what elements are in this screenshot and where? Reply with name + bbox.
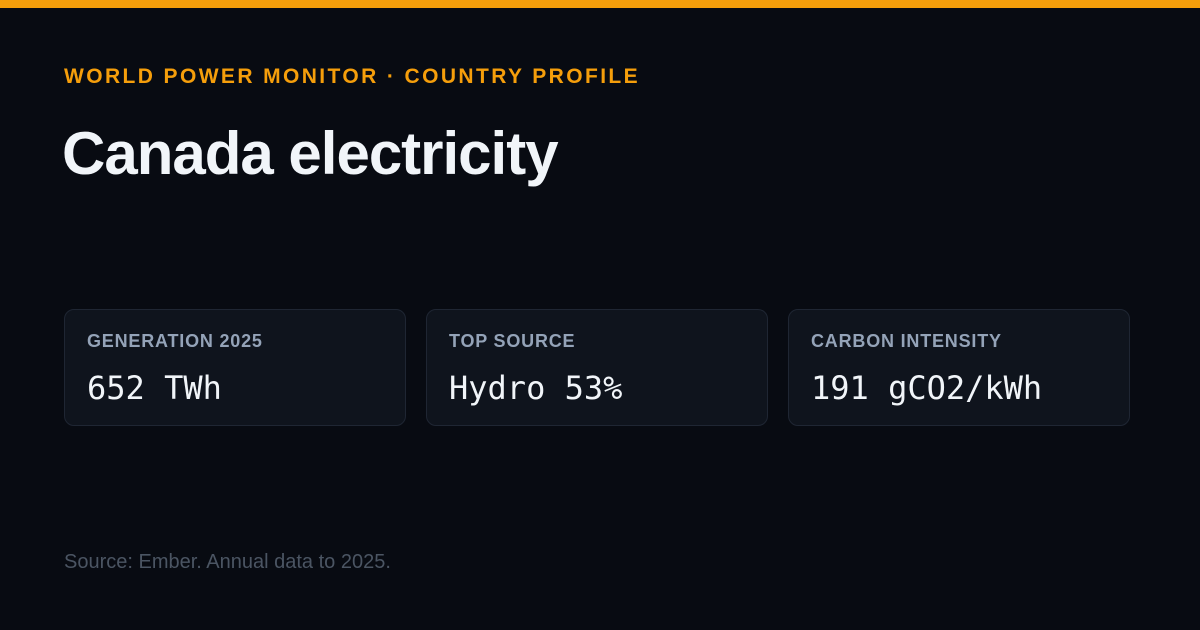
accent-bar [0,0,1200,8]
stat-card-top-source: TOP SOURCE Hydro 53% [426,309,768,426]
page-title: Canada electricity [62,120,559,187]
stat-value: 652 TWh [87,369,222,407]
kicker: WORLD POWER MONITOR · COUNTRY PROFILE [64,65,641,88]
source-note: Source: Ember. Annual data to 2025. [64,551,391,573]
stat-value: Hydro 53% [449,369,623,407]
stat-label: GENERATION 2025 [87,331,263,351]
stat-label: CARBON INTENSITY [811,331,1002,351]
stat-card-carbon-intensity: CARBON INTENSITY 191 gCO2/kWh [788,309,1130,426]
stat-cards: GENERATION 2025 652 TWh TOP SOURCE Hydro… [64,309,1130,426]
stat-value: 191 gCO2/kWh [811,369,1043,407]
stat-card-generation: GENERATION 2025 652 TWh [64,309,406,426]
stat-label: TOP SOURCE [449,331,576,351]
